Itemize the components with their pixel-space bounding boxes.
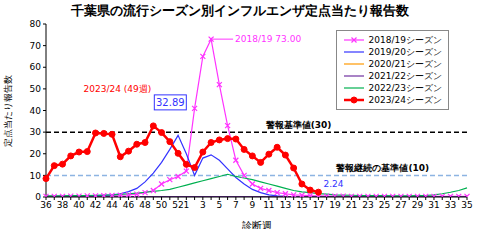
- svg-text:50: 50: [30, 84, 42, 94]
- svg-text:36: 36: [40, 200, 52, 210]
- svg-text:46: 46: [123, 200, 135, 210]
- svg-text:20: 20: [30, 149, 42, 159]
- svg-text:9: 9: [250, 200, 256, 210]
- svg-text:10: 10: [30, 171, 42, 181]
- html-text:千葉県の流行シーズン別インフルエンザ定点当たり報告数: 千葉県の流行シーズン別インフルエンザ定点当たり報告数: [70, 3, 409, 18]
- svg-text:7: 7: [233, 200, 239, 210]
- svg-text:17: 17: [313, 200, 324, 210]
- svg-text:3: 3: [200, 200, 206, 210]
- svg-text:定点当たり報告数: 定点当たり報告数: [8, 75, 13, 147]
- svg-text:21: 21: [346, 200, 357, 210]
- svg-text:1: 1: [183, 200, 189, 210]
- svg-text:70: 70: [30, 41, 42, 51]
- svg-text:42: 42: [90, 200, 101, 210]
- svg-text:2018/19 73.00: 2018/19 73.00: [235, 34, 301, 44]
- html-text:2020/21シーズン: 2020/21シーズン: [368, 59, 442, 69]
- svg-text:警報基準値(30): 警報基準値(30): [265, 120, 332, 130]
- svg-text:11: 11: [263, 200, 274, 210]
- svg-text:52: 52: [172, 200, 183, 210]
- svg-text:30: 30: [30, 127, 42, 137]
- svg-text:15: 15: [296, 200, 307, 210]
- svg-text:29: 29: [412, 200, 424, 210]
- html-text:2018/19シーズン: 2018/19シーズン: [368, 35, 442, 45]
- svg-text:19: 19: [329, 200, 341, 210]
- svg-text:31: 31: [428, 200, 439, 210]
- svg-text:60: 60: [30, 62, 42, 72]
- svg-text:13: 13: [280, 200, 291, 210]
- html-text:2019/20シーズン: 2019/20シーズン: [368, 47, 442, 57]
- svg-text:25: 25: [379, 200, 390, 210]
- svg-text:0: 0: [35, 192, 41, 202]
- svg-text:50: 50: [156, 200, 168, 210]
- html-text:2023/24シーズン: 2023/24シーズン: [368, 95, 442, 105]
- html-text:2021/22シーズン: 2021/22シーズン: [368, 71, 442, 81]
- svg-text:5: 5: [216, 200, 222, 210]
- svg-text:48: 48: [139, 200, 151, 210]
- svg-text:40: 40: [73, 200, 85, 210]
- svg-text:40: 40: [30, 106, 42, 116]
- svg-text:診断週: 診断週: [242, 220, 272, 229]
- svg-text:27: 27: [395, 200, 406, 210]
- html-text:2022/23シーズン: 2022/23シーズン: [368, 83, 442, 93]
- svg-text:44: 44: [106, 200, 118, 210]
- svg-text:23: 23: [362, 200, 373, 210]
- svg-text:38: 38: [57, 200, 69, 210]
- svg-text:2.24: 2.24: [323, 179, 343, 189]
- svg-text:32.89: 32.89: [156, 97, 185, 108]
- svg-text:35: 35: [461, 200, 471, 210]
- svg-text:33: 33: [445, 200, 456, 210]
- svg-text:2023/24 (49週): 2023/24 (49週): [84, 84, 152, 94]
- svg-text:警報継続の基準値(10): 警報継続の基準値(10): [335, 163, 429, 173]
- svg-text:80: 80: [30, 19, 42, 29]
